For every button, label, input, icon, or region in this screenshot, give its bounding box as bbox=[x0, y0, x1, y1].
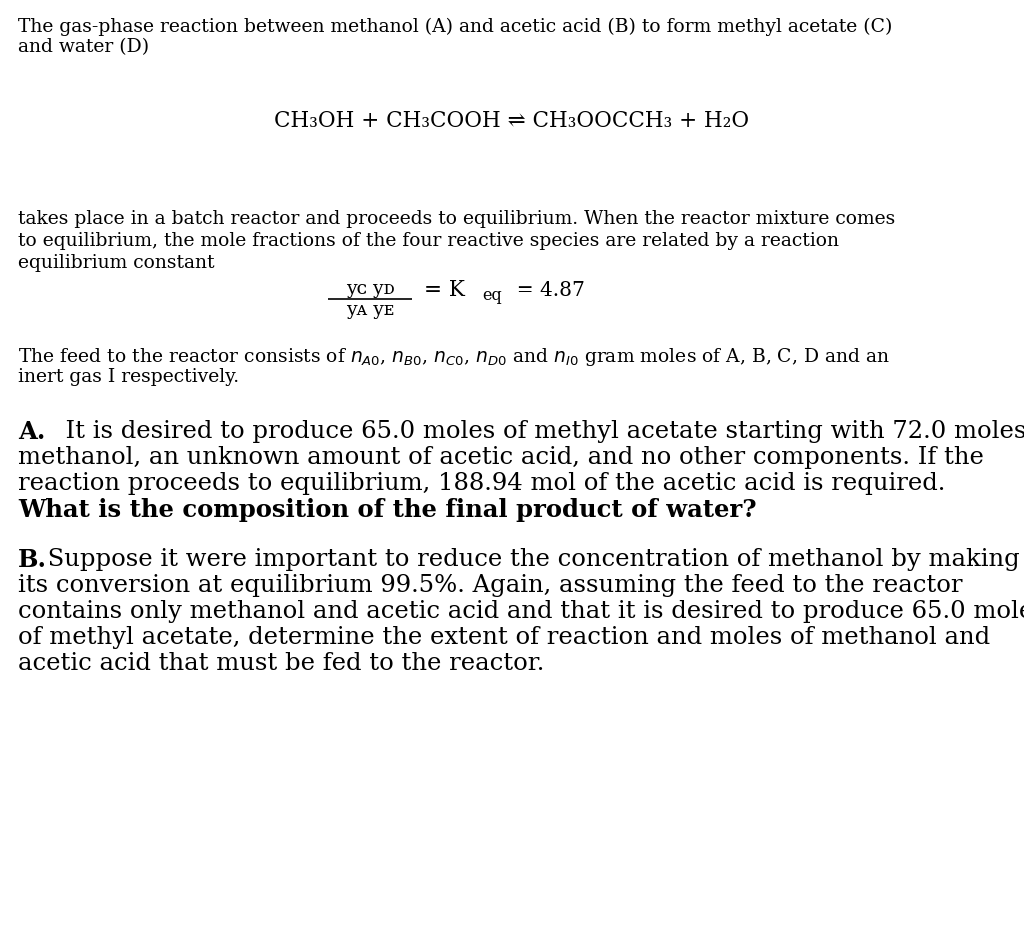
Text: It is desired to produce 65.0 moles of methyl acetate starting with 72.0 moles o: It is desired to produce 65.0 moles of m… bbox=[50, 420, 1024, 443]
Text: of methyl acetate, determine the extent of reaction and moles of methanol and: of methyl acetate, determine the extent … bbox=[18, 626, 990, 649]
Text: reaction proceeds to equilibrium, 188.94 mol of the acetic acid is required.: reaction proceeds to equilibrium, 188.94… bbox=[18, 472, 945, 495]
Text: eq: eq bbox=[482, 286, 502, 304]
Text: acetic acid that must be fed to the reactor.: acetic acid that must be fed to the reac… bbox=[18, 652, 545, 675]
Text: yᴄ yᴅ: yᴄ yᴅ bbox=[346, 280, 394, 298]
Text: A.: A. bbox=[18, 420, 45, 444]
Text: CH₃OH + CH₃COOH ⇌ CH₃OOCCH₃ + H₂O: CH₃OH + CH₃COOH ⇌ CH₃OOCCH₃ + H₂O bbox=[274, 110, 750, 132]
Text: What is the composition of the final product of water?: What is the composition of the final pro… bbox=[18, 498, 757, 522]
Text: and water (D): and water (D) bbox=[18, 38, 150, 56]
Text: The gas-phase reaction between methanol (A) and acetic acid (B) to form methyl a: The gas-phase reaction between methanol … bbox=[18, 18, 892, 37]
Text: yᴀ yᴇ: yᴀ yᴇ bbox=[346, 301, 394, 319]
Text: methanol, an unknown amount of acetic acid, and no other components. If the: methanol, an unknown amount of acetic ac… bbox=[18, 446, 984, 469]
Text: = K: = K bbox=[424, 279, 465, 301]
Text: The feed to the reactor consists of $n_{A0}$, $n_{B0}$, $n_{C0}$, $n_{D0}$ and $: The feed to the reactor consists of $n_{… bbox=[18, 346, 890, 368]
Text: equilibrium constant: equilibrium constant bbox=[18, 254, 214, 272]
Text: to equilibrium, the mole fractions of the four reactive species are related by a: to equilibrium, the mole fractions of th… bbox=[18, 232, 839, 250]
Text: takes place in a batch reactor and proceeds to equilibrium. When the reactor mix: takes place in a batch reactor and proce… bbox=[18, 210, 895, 228]
Text: B.: B. bbox=[18, 548, 47, 572]
Text: its conversion at equilibrium 99.5%. Again, assuming the feed to the reactor: its conversion at equilibrium 99.5%. Aga… bbox=[18, 574, 963, 597]
Text: = 4.87: = 4.87 bbox=[504, 280, 585, 299]
Text: contains only methanol and acetic acid and that it is desired to produce 65.0 mo: contains only methanol and acetic acid a… bbox=[18, 600, 1024, 623]
Text: Suppose it were important to reduce the concentration of methanol by making: Suppose it were important to reduce the … bbox=[40, 548, 1020, 571]
Text: inert gas I respectively.: inert gas I respectively. bbox=[18, 368, 240, 386]
